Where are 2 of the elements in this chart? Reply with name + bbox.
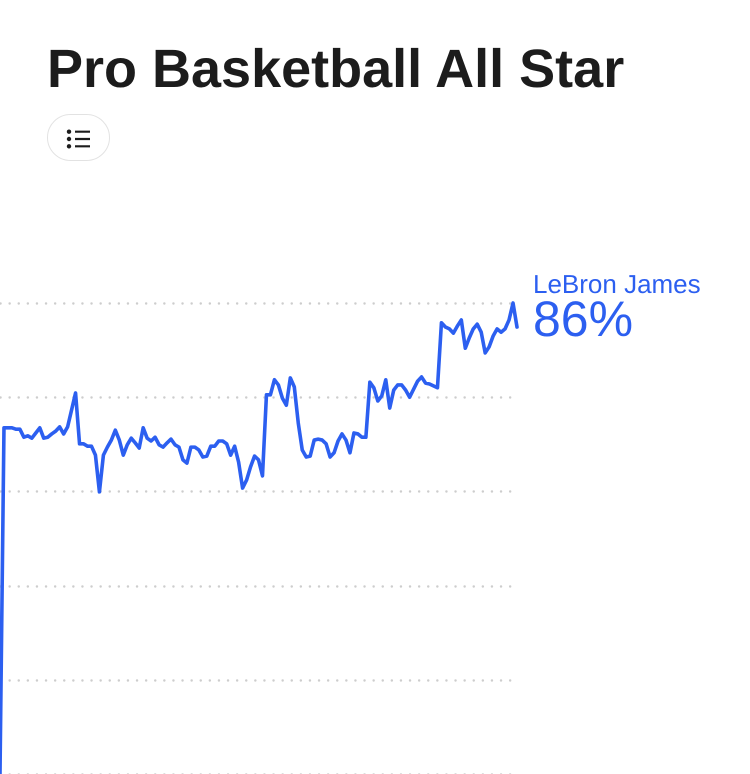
chart-title: Pro Basketball All Star [47, 39, 624, 99]
series-label: LeBron James [533, 269, 701, 300]
